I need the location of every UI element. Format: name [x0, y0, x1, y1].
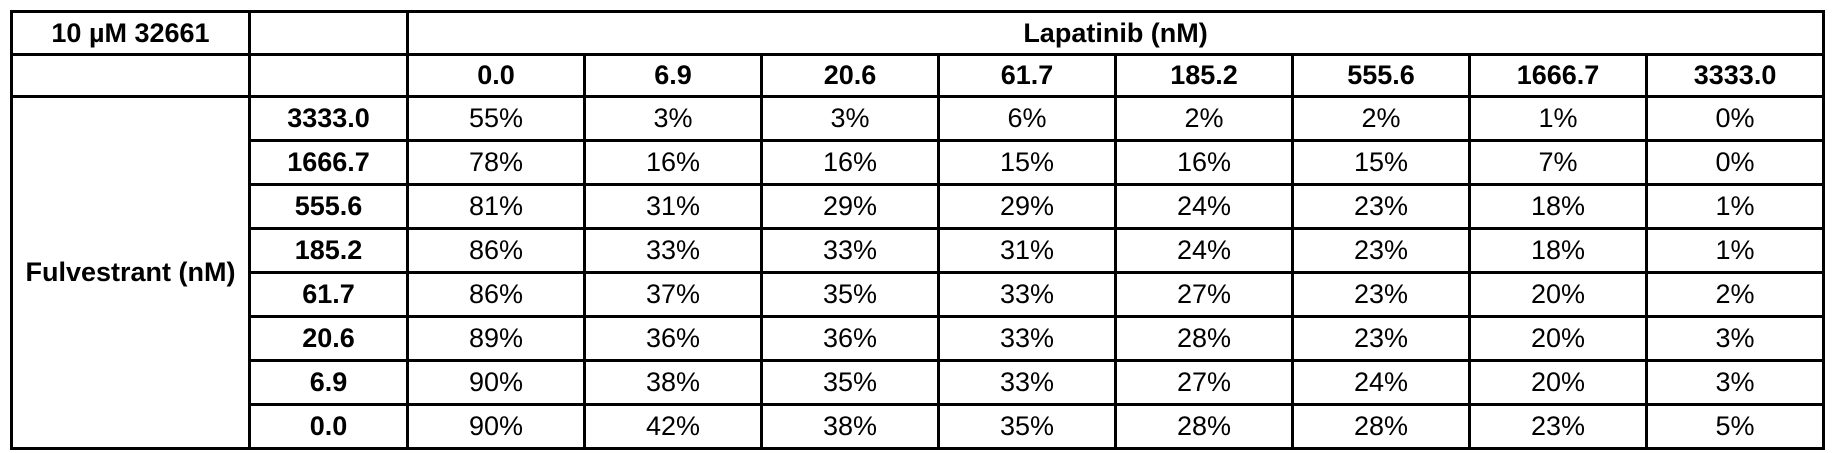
viability-cell: 86%	[406, 271, 586, 318]
viability-cell: 1%	[1468, 95, 1648, 142]
viability-cell: 89%	[406, 315, 586, 362]
column-group-header-cell: Lapatinib (nM)	[405, 10, 1826, 56]
viability-cell: 3%	[760, 95, 940, 142]
viability-cell: 33%	[583, 227, 763, 274]
column-header-row: 0.0 6.9 20.6 61.7 185.2 555.6 1666.7 333…	[10, 53, 1826, 98]
data-row: Fulvestrant (nM) 3333.0 55% 3% 3% 6% 2% …	[10, 95, 1826, 450]
viability-cell: 55%	[406, 95, 586, 142]
title-row: 10 µM 32661 Lapatinib (nM)	[10, 10, 1826, 56]
viability-cell: 28%	[1291, 403, 1471, 450]
viability-cell: 23%	[1291, 315, 1471, 362]
viability-cell: 20%	[1468, 271, 1648, 318]
lapatinib-dose-header: 555.6	[1291, 53, 1471, 98]
viability-cell: 1%	[1644, 227, 1826, 274]
lapatinib-dose-header: 20.6	[760, 53, 940, 98]
fulvestrant-dose-header: 61.7	[248, 271, 409, 318]
viability-cell: 3%	[1644, 359, 1826, 406]
viability-cell: 28%	[1114, 315, 1294, 362]
viability-cell: 33%	[937, 271, 1117, 318]
viability-cell: 16%	[1114, 139, 1294, 186]
viability-cell: 37%	[583, 271, 763, 318]
viability-cell: 33%	[937, 315, 1117, 362]
data-row: 185.2 86% 33% 33% 31% 24% 23% 18% 1%	[12, 227, 1826, 274]
viability-cell: 36%	[760, 315, 940, 362]
lapatinib-dose-header: 185.2	[1114, 53, 1294, 98]
viability-cell: 15%	[937, 139, 1117, 186]
viability-cell: 24%	[1291, 359, 1471, 406]
viability-cell: 20%	[1468, 315, 1648, 362]
compound-label-cell: 10 µM 32661	[10, 10, 251, 56]
viability-cell: 3%	[583, 95, 763, 142]
viability-cell: 78%	[406, 139, 586, 186]
viability-cell: 35%	[937, 403, 1117, 450]
viability-cell: 23%	[1468, 403, 1648, 450]
data-row: 61.7 86% 37% 35% 33% 27% 23% 20% 2%	[12, 271, 1826, 318]
viability-cell: 18%	[1468, 183, 1648, 230]
data-row: 1666.7 78% 16% 16% 15% 16% 15% 7% 0%	[12, 139, 1826, 186]
viability-cell: 23%	[1291, 183, 1471, 230]
data-row: 20.6 89% 36% 36% 33% 28% 23% 20% 3%	[12, 315, 1826, 362]
viability-cell: 31%	[937, 227, 1117, 274]
viability-cell: 38%	[760, 403, 940, 450]
fulvestrant-dose-header: 1666.7	[248, 139, 409, 186]
viability-cell: 24%	[1114, 227, 1294, 274]
lapatinib-dose-header: 1666.7	[1468, 53, 1648, 98]
viability-cell: 90%	[406, 359, 586, 406]
viability-cell: 29%	[760, 183, 940, 230]
viability-cell: 81%	[406, 183, 586, 230]
viability-cell: 42%	[583, 403, 763, 450]
viability-cell: 20%	[1468, 359, 1648, 406]
viability-cell: 24%	[1114, 183, 1294, 230]
viability-cell: 23%	[1291, 227, 1471, 274]
lapatinib-dose-header: 0.0	[406, 53, 586, 98]
fulvestrant-dose-header: 555.6	[248, 183, 409, 230]
data-row: 6.9 90% 38% 35% 33% 27% 24% 20% 3%	[12, 359, 1826, 406]
viability-cell: 6%	[937, 95, 1117, 142]
viability-cell: 0%	[1644, 95, 1826, 142]
empty-cell	[10, 53, 251, 98]
viability-cell: 23%	[1291, 271, 1471, 318]
row-group-header-cell: Fulvestrant (nM)	[10, 95, 251, 450]
viability-cell: 3%	[1644, 315, 1826, 362]
viability-cell: 5%	[1644, 403, 1826, 450]
viability-cell: 36%	[583, 315, 763, 362]
viability-cell: 0%	[1644, 139, 1826, 186]
fulvestrant-dose-header: 20.6	[248, 315, 409, 362]
viability-cell: 35%	[760, 359, 940, 406]
lapatinib-dose-header: 6.9	[583, 53, 763, 98]
empty-cell	[248, 10, 409, 56]
viability-cell: 33%	[760, 227, 940, 274]
fulvestrant-dose-header: 6.9	[248, 359, 409, 406]
lapatinib-dose-header: 3333.0	[1644, 53, 1826, 98]
viability-cell: 2%	[1291, 95, 1471, 142]
data-row: 0.0 90% 42% 38% 35% 28% 28% 23% 5%	[12, 403, 1826, 450]
viability-cell: 16%	[760, 139, 940, 186]
viability-cell: 18%	[1468, 227, 1648, 274]
lapatinib-dose-header: 61.7	[937, 53, 1117, 98]
viability-cell: 2%	[1114, 95, 1294, 142]
viability-cell: 28%	[1114, 403, 1294, 450]
viability-cell: 1%	[1644, 183, 1826, 230]
viability-cell: 27%	[1114, 271, 1294, 318]
viability-cell: 38%	[583, 359, 763, 406]
viability-cell: 27%	[1114, 359, 1294, 406]
fulvestrant-dose-header: 3333.0	[248, 95, 409, 142]
fulvestrant-dose-header: 185.2	[248, 227, 409, 274]
viability-cell: 35%	[760, 271, 940, 318]
viability-cell: 2%	[1644, 271, 1826, 318]
viability-cell: 33%	[937, 359, 1117, 406]
viability-cell: 90%	[406, 403, 586, 450]
dose-response-matrix-table: 10 µM 32661 Lapatinib (nM) 0.0 6.9 20.6 …	[10, 10, 1826, 450]
data-row: 555.6 81% 31% 29% 29% 24% 23% 18% 1%	[12, 183, 1826, 230]
viability-cell: 7%	[1468, 139, 1648, 186]
viability-cell: 16%	[583, 139, 763, 186]
empty-cell	[248, 53, 409, 98]
viability-cell: 15%	[1291, 139, 1471, 186]
fulvestrant-dose-header: 0.0	[248, 403, 409, 450]
viability-cell: 86%	[406, 227, 586, 274]
viability-cell: 29%	[937, 183, 1117, 230]
viability-cell: 31%	[583, 183, 763, 230]
